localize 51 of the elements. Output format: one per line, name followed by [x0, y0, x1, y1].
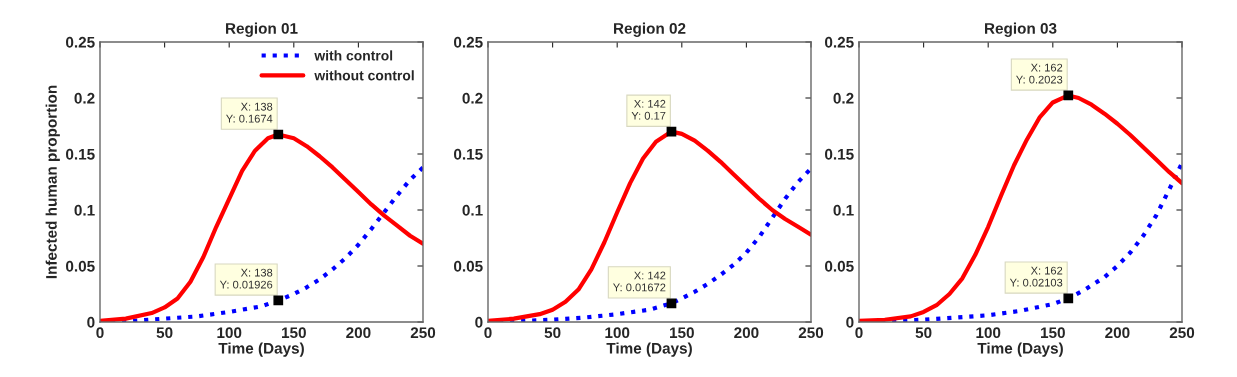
x-axis-title: Time (Days)	[977, 342, 1063, 357]
annotation: X: 142 Y: 0.17	[631, 99, 666, 120]
legend-label: without control	[314, 70, 414, 81]
y-tick-label: 0	[87, 316, 95, 328]
x-tick-label: 50	[915, 327, 932, 339]
x-tick-label: 100	[976, 327, 1001, 339]
y-tick-label: 0.25	[825, 36, 854, 48]
y-tick-label: 0.15	[825, 148, 854, 160]
y-tick-label: 0.2	[462, 92, 483, 104]
y-tick-label: 0.2	[833, 92, 854, 104]
x-tick-label: 200	[1105, 327, 1130, 339]
y-tick-label: 0.1	[462, 204, 483, 216]
y-tick-label: 0	[475, 316, 483, 328]
annotation: X: 138 Y: 0.1674	[226, 102, 273, 123]
x-tick-label: 250	[1169, 327, 1195, 339]
y-tick-label: 0.05	[825, 260, 854, 272]
y-tick-label: 0.05	[66, 260, 95, 272]
x-tick-label: 150	[282, 327, 306, 339]
chart-title: Region 02	[614, 22, 686, 37]
y-tick-label: 0.25	[66, 36, 95, 48]
x-tick-label: 250	[410, 327, 436, 339]
x-tick-label: 50	[544, 327, 561, 339]
y-tick-label: 0.15	[66, 148, 95, 160]
y-tick-label: 0.2	[74, 92, 95, 104]
legend-label: with control	[314, 50, 393, 61]
y-tick-label: 0.1	[833, 204, 854, 216]
y-tick-label: 0.05	[454, 260, 483, 272]
x-tick-label: 0	[484, 327, 492, 339]
x-tick-label: 0	[96, 327, 104, 339]
x-axis-title: Time (Days)	[606, 342, 692, 357]
x-tick-label: 100	[605, 327, 630, 339]
x-tick-label: 200	[734, 327, 759, 339]
x-tick-label: 150	[670, 327, 694, 339]
annotation: X: 162 Y: 0.2023	[1016, 63, 1063, 84]
annotation: X: 162 Y: 0.02103	[1009, 266, 1063, 287]
y-tick-label: 0.1	[74, 204, 95, 216]
chart-title: Region 03	[985, 22, 1057, 37]
y-tick-label: 0.25	[454, 36, 483, 48]
y-tick-label: 0	[846, 316, 854, 328]
y-axis-title: Infected human proportion	[45, 85, 60, 279]
x-tick-label: 50	[156, 327, 173, 339]
x-tick-label: 250	[798, 327, 824, 339]
x-tick-label: 150	[1041, 327, 1065, 339]
chart-title: Region 01	[226, 22, 298, 37]
y-tick-label: 0.15	[454, 148, 483, 160]
annotation: X: 138 Y: 0.01926	[219, 268, 273, 289]
annotation: X: 142 Y: 0.01672	[613, 271, 666, 292]
x-tick-label: 200	[346, 327, 371, 339]
x-tick-label: 100	[217, 327, 242, 339]
x-tick-label: 0	[855, 327, 863, 339]
x-axis-title: Time (Days)	[218, 342, 304, 357]
